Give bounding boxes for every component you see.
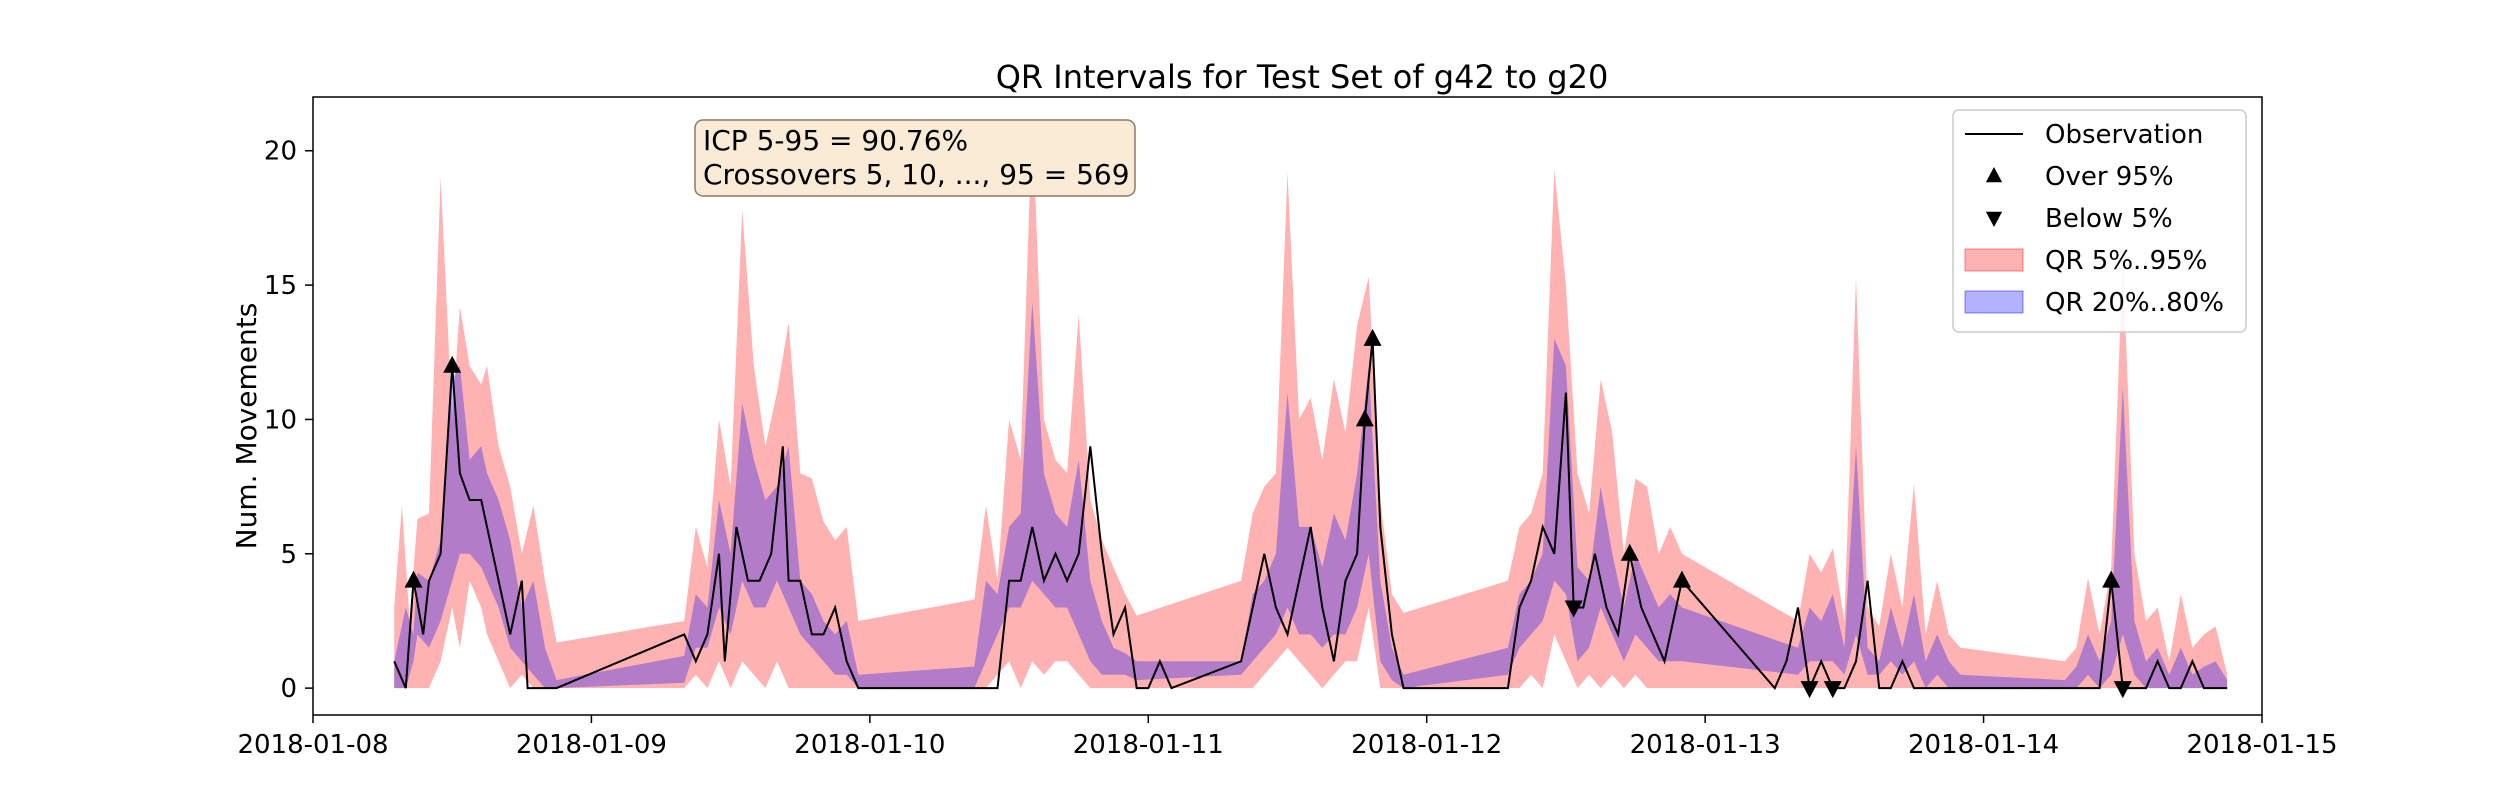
below-5-marker-3 [2113,681,2132,699]
legend-label-3: QR 5%..95% [2045,246,2207,276]
band-qr-5-95 [394,118,2228,689]
legend: Observation Over 95% Below 5% QR 5%..95% QR … [1952,109,2247,333]
over-95-marker-6 [2102,570,2121,588]
annotation-line-icp: ICP 5-95 = 90.76% [703,124,968,157]
below-5-marker-2 [1823,681,1842,699]
y-tick-label-0: 0 [280,674,297,704]
over-95-marker-1 [443,355,462,373]
legend-label-2: Below 5% [2045,204,2173,234]
below-5-marker-0 [1564,600,1583,618]
plot-lines [393,338,2228,692]
over-95-marker-4 [1620,543,1639,561]
y-axis-label: Num. Movements [230,303,263,550]
legend-swatch-qr-5-95 [1964,248,2024,272]
observation-line [393,338,2228,692]
y-tick-label-3: 15 [264,271,297,301]
legend-swatch-below-5 [1985,211,2003,227]
below-5-marker-1 [1800,681,1819,699]
y-tick-label-1: 5 [280,540,297,570]
plot-markers [404,328,2132,699]
over-95-marker-5 [1672,570,1691,588]
legend-label-1: Over 95% [2045,162,2174,192]
stats-annotation: ICP 5-95 = 90.76% Crossovers 5, 10, ...,… [694,119,1136,197]
x-tick-label-7: 2018-01-15 [2186,730,2337,760]
x-tick-label-4: 2018-01-12 [1351,730,1502,760]
y-tick-label-2: 10 [264,405,297,435]
x-tick-label-5: 2018-01-13 [1630,730,1781,760]
chart-title: QR Intervals for Test Set of g42 to g20 [996,58,1609,96]
x-axis: 2018-01-08 2018-01-09 2018-01-10 2018-01-11… [237,715,2338,760]
x-tick-label-2: 2018-01-10 [794,730,945,760]
plot-bands [394,118,2228,689]
band-qr-20-80 [394,301,2228,689]
legend-label-0: Observation [2045,120,2203,150]
y-tick-label-4: 20 [264,137,297,167]
legend-swatch-qr-20-80 [1964,290,2024,314]
x-tick-label-1: 2018-01-09 [516,730,667,760]
legend-label-4: QR 20%..80% [2045,288,2224,318]
legend-box [1952,109,2247,333]
over-95-marker-0 [404,570,423,588]
x-tick-label-0: 2018-01-08 [237,730,388,760]
legend-swatch-over-95 [1985,167,2003,183]
annotation-line-crossovers: Crossovers 5, 10, ..., 95 = 569 [703,158,1130,191]
over-95-marker-2 [1355,409,1374,427]
x-tick-label-6: 2018-01-14 [1908,730,2059,760]
plot-frame [312,96,2263,716]
x-tick-label-3: 2018-01-11 [1073,730,1224,760]
over-95-marker-3 [1363,328,1382,346]
annotation-box [694,119,1136,197]
y-axis: 0 5 10 15 20 [264,137,313,704]
